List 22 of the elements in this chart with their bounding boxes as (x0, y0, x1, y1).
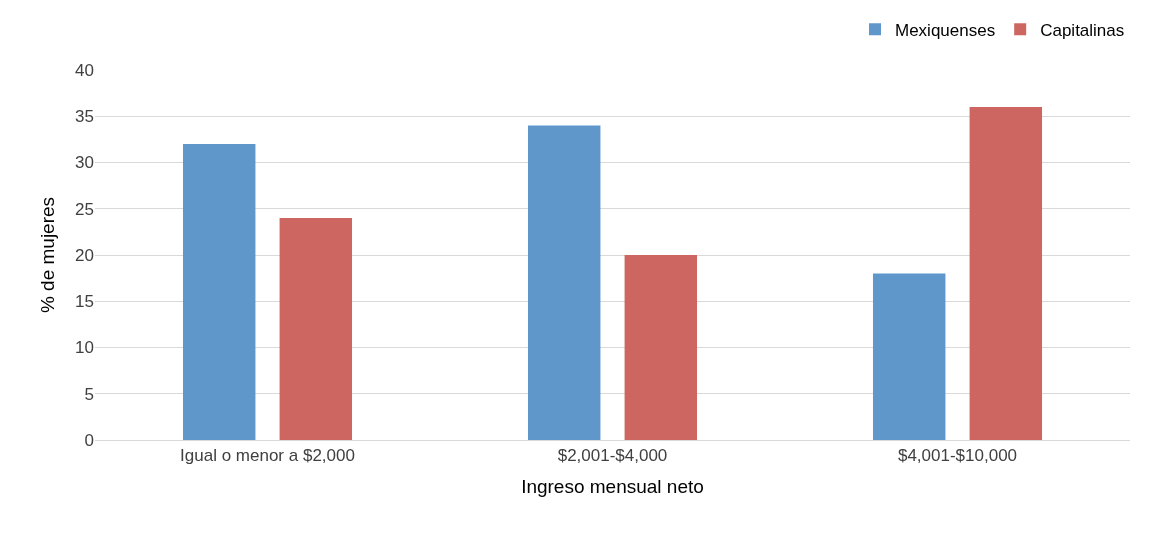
y-tick-label: 20 (75, 245, 94, 265)
bar (279, 218, 353, 440)
bar (969, 107, 1043, 440)
y-tick-label: 30 (75, 153, 94, 173)
y-axis-title: % de mujeres (36, 196, 58, 314)
x-tick-label: Igual o menor a $2,000 (180, 446, 355, 466)
bar (182, 144, 256, 440)
bar (527, 125, 601, 440)
y-tick-label: 35 (75, 107, 94, 127)
legend-label: Capitalinas (1040, 20, 1125, 40)
y-tick-label: 40 (75, 60, 94, 80)
x-tick-label: $2,001-$4,000 (557, 446, 668, 466)
y-tick-label: 15 (75, 292, 94, 312)
y-tick-label: 0 (84, 430, 94, 450)
x-axis-title: Ingreso mensual neto (521, 476, 704, 498)
y-tick-label: 25 (75, 199, 94, 219)
y-tick-label: 5 (84, 384, 94, 404)
x-tick-label: $4,001-$10,000 (897, 446, 1018, 466)
bar (872, 273, 946, 440)
y-tick-label: 10 (75, 338, 94, 358)
legend-label: Mexiquenses (895, 20, 996, 40)
bar (624, 255, 698, 440)
